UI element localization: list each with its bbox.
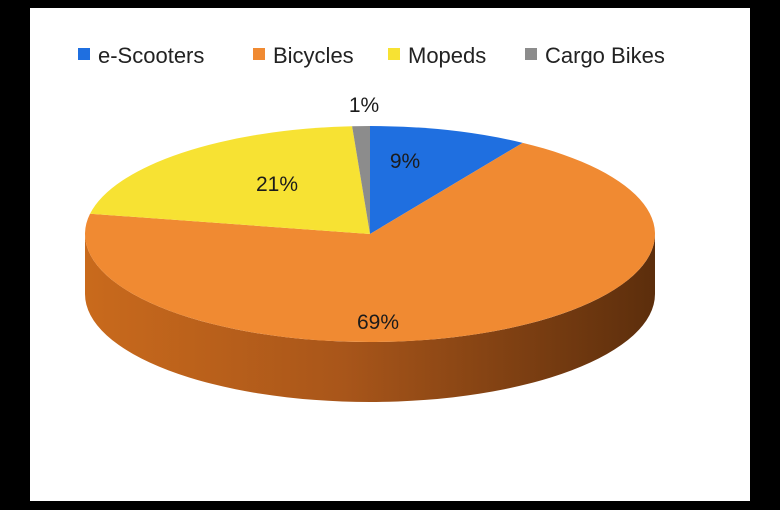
data-label-mopeds: 21% [256,173,298,196]
legend-item-mopeds: Mopeds [388,43,486,68]
chart-panel: e-Scooters Bicycles Mopeds Cargo Bikes 9% 69… [30,8,750,501]
slice-bicycles [85,142,655,343]
data-label-bicycles: 69% [357,311,399,334]
data-label-cargo-bikes: 1% [349,94,379,117]
pie-chart: e-Scooters Bicycles Mopeds Cargo Bikes 9% 69… [78,43,665,402]
pie-side-wall [85,234,655,402]
legend-item-e-scooters: e-Scooters [78,43,204,68]
slice-mopeds [90,126,371,234]
legend: e-Scooters Bicycles Mopeds Cargo Bikes [78,43,665,68]
legend-label-mopeds: Mopeds [408,43,486,68]
legend-swatch-cargo-bikes [525,48,537,60]
legend-swatch-bicycles [253,48,265,60]
legend-label-bicycles: Bicycles [273,43,354,68]
data-label-e-scooters: 9% [390,150,420,173]
legend-label-e-scooters: e-Scooters [98,43,204,68]
slice-e-scooters [370,126,523,234]
legend-item-cargo-bikes: Cargo Bikes [525,43,665,68]
legend-item-bicycles: Bicycles [253,43,354,68]
slice-cargo-bikes [352,126,370,234]
pie-slices [85,126,655,343]
legend-label-cargo-bikes: Cargo Bikes [545,43,665,68]
legend-swatch-mopeds [388,48,400,60]
legend-swatch-e-scooters [78,48,90,60]
pie-side [85,234,655,402]
data-labels: 9% 69% 21% 1% [256,94,420,334]
